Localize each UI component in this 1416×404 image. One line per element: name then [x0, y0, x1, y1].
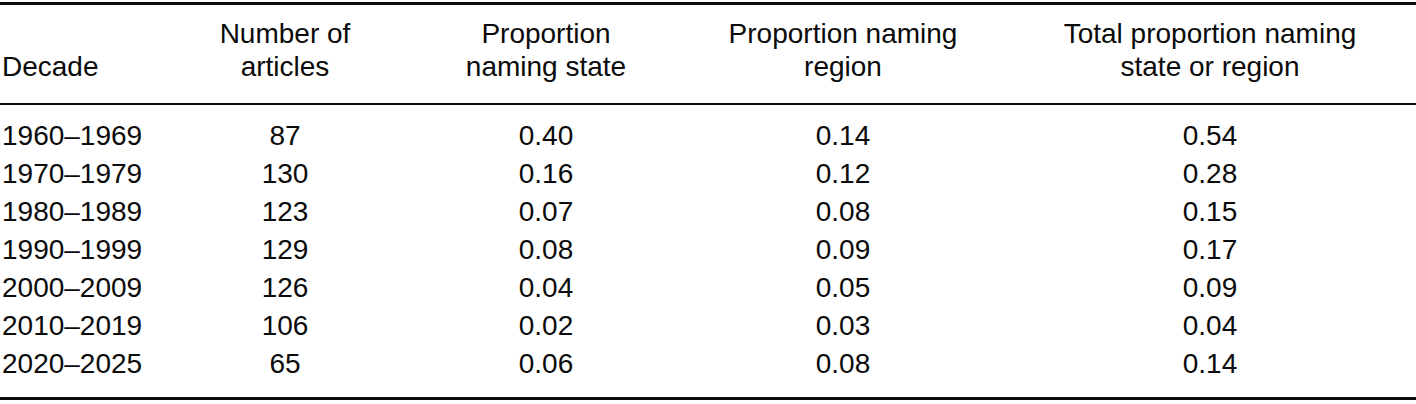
articles-cell: 87 — [160, 104, 410, 155]
total-prop-cell: 0.17 — [1004, 231, 1416, 269]
prop-region-cell: 0.08 — [682, 345, 1004, 399]
table-row: 1970–1979 130 0.16 0.12 0.28 — [0, 155, 1416, 193]
header-row: Decade Number of articles Proportion nam… — [0, 4, 1416, 105]
prop-region-cell: 0.09 — [682, 231, 1004, 269]
decade-naming-table: Decade Number of articles Proportion nam… — [0, 2, 1416, 400]
table-row: 2010–2019 106 0.02 0.03 0.04 — [0, 307, 1416, 345]
table-row: 1960–1969 87 0.40 0.14 0.54 — [0, 104, 1416, 155]
articles-cell: 129 — [160, 231, 410, 269]
prop-region-cell: 0.08 — [682, 193, 1004, 231]
decade-cell: 2020–2025 — [0, 345, 160, 399]
prop-state-cell: 0.16 — [410, 155, 682, 193]
prop-state-cell: 0.02 — [410, 307, 682, 345]
col-header-decade: Decade — [0, 4, 160, 105]
total-prop-cell: 0.09 — [1004, 269, 1416, 307]
total-prop-cell: 0.04 — [1004, 307, 1416, 345]
prop-state-cell: 0.07 — [410, 193, 682, 231]
articles-cell: 123 — [160, 193, 410, 231]
articles-cell: 126 — [160, 269, 410, 307]
prop-region-cell: 0.14 — [682, 104, 1004, 155]
decade-cell: 1980–1989 — [0, 193, 160, 231]
total-prop-cell: 0.54 — [1004, 104, 1416, 155]
table-body: 1960–1969 87 0.40 0.14 0.54 1970–1979 13… — [0, 104, 1416, 399]
decade-cell: 1960–1969 — [0, 104, 160, 155]
prop-region-cell: 0.03 — [682, 307, 1004, 345]
total-prop-cell: 0.15 — [1004, 193, 1416, 231]
total-prop-cell: 0.28 — [1004, 155, 1416, 193]
col-header-total-proportion: Total proportion naming state or region — [1004, 4, 1416, 105]
prop-state-cell: 0.40 — [410, 104, 682, 155]
articles-cell: 65 — [160, 345, 410, 399]
prop-state-cell: 0.04 — [410, 269, 682, 307]
table-header: Decade Number of articles Proportion nam… — [0, 4, 1416, 105]
prop-state-cell: 0.08 — [410, 231, 682, 269]
table-row: 1980–1989 123 0.07 0.08 0.15 — [0, 193, 1416, 231]
prop-region-cell: 0.12 — [682, 155, 1004, 193]
col-header-proportion-naming-region: Proportion naming region — [682, 4, 1004, 105]
decade-cell: 2010–2019 — [0, 307, 160, 345]
articles-cell: 130 — [160, 155, 410, 193]
table-row: 1990–1999 129 0.08 0.09 0.17 — [0, 231, 1416, 269]
prop-state-cell: 0.06 — [410, 345, 682, 399]
articles-cell: 106 — [160, 307, 410, 345]
decade-cell: 2000–2009 — [0, 269, 160, 307]
col-header-number-of-articles: Number of articles — [160, 4, 410, 105]
col-header-proportion-naming-state: Proportion naming state — [410, 4, 682, 105]
prop-region-cell: 0.05 — [682, 269, 1004, 307]
decade-cell: 1990–1999 — [0, 231, 160, 269]
table-row: 2020–2025 65 0.06 0.08 0.14 — [0, 345, 1416, 399]
decade-cell: 1970–1979 — [0, 155, 160, 193]
total-prop-cell: 0.14 — [1004, 345, 1416, 399]
table-row: 2000–2009 126 0.04 0.05 0.09 — [0, 269, 1416, 307]
